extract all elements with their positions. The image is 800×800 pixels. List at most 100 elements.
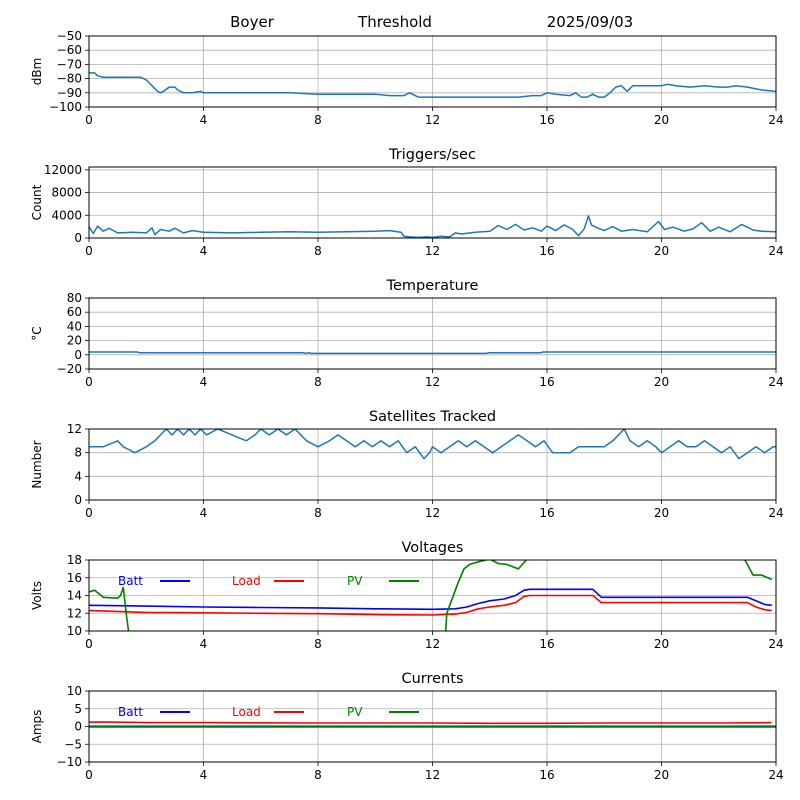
panel-title: Triggers/sec <box>388 147 476 163</box>
y-tick-label: 8 <box>74 446 82 460</box>
y-tick-label: −90 <box>57 86 82 100</box>
x-tick-label: 24 <box>768 375 783 389</box>
y-tick-label: −50 <box>57 29 82 43</box>
y-tick-label: 0 <box>74 348 82 362</box>
legend-label-load: Load <box>232 705 261 719</box>
y-axis-label: Amps <box>30 710 44 744</box>
y-axis-label: Number <box>30 440 44 488</box>
x-tick-label: 20 <box>654 768 669 782</box>
panel-title: Voltages <box>402 540 464 556</box>
y-tick-label: −10 <box>57 755 82 769</box>
x-tick-label: 24 <box>768 506 783 520</box>
x-tick-label: 20 <box>654 506 669 520</box>
x-tick-label: 16 <box>539 244 554 258</box>
x-tick-label: 20 <box>654 113 669 127</box>
panel-title: Temperature <box>386 278 479 294</box>
x-tick-label: 0 <box>85 768 93 782</box>
x-tick-label: 8 <box>314 113 322 127</box>
header: Boyer Threshold 2025/09/03 <box>230 13 633 31</box>
legend-label-pv: PV <box>347 574 363 588</box>
y-tick-label: 0 <box>74 493 82 507</box>
station-label: Boyer <box>230 13 275 31</box>
x-tick-label: 8 <box>314 375 322 389</box>
x-tick-label: 24 <box>768 244 783 258</box>
x-tick-label: 4 <box>200 113 208 127</box>
y-tick-label: 0 <box>74 231 82 245</box>
x-tick-label: 16 <box>539 768 554 782</box>
y-tick-label: 10 <box>67 684 82 698</box>
series-line-0 <box>89 351 776 355</box>
mode-label: Threshold <box>357 13 432 31</box>
legend-label-batt: Batt <box>118 705 143 719</box>
x-tick-label: 8 <box>314 637 322 651</box>
panel-5: Batt Load PV 0 4 8 12 16 20 24 −10 −5 0 5 10 Currents Am… <box>30 671 784 782</box>
series-line-pv <box>89 560 773 631</box>
x-tick-label: 16 <box>539 113 554 127</box>
y-axis-label: Count <box>30 184 44 220</box>
y-tick-label: −20 <box>57 362 82 376</box>
y-tick-label: −100 <box>49 100 82 114</box>
y-tick-label: 14 <box>67 589 82 603</box>
x-tick-label: 4 <box>200 375 208 389</box>
x-tick-label: 12 <box>425 375 440 389</box>
y-axis-label: Volts <box>30 581 44 610</box>
panel-title: Currents <box>401 671 463 687</box>
y-tick-label: 40 <box>67 319 82 333</box>
y-tick-label: 5 <box>74 702 82 716</box>
x-tick-label: 4 <box>200 768 208 782</box>
x-tick-label: 16 <box>539 506 554 520</box>
x-tick-label: 24 <box>768 113 783 127</box>
series-line-0 <box>89 72 776 98</box>
legend-label-load: Load <box>232 574 261 588</box>
y-tick-label: 16 <box>67 571 82 585</box>
x-tick-label: 24 <box>768 637 783 651</box>
x-tick-label: 4 <box>200 244 208 258</box>
y-tick-label: 80 <box>67 291 82 305</box>
y-axis-label: dBm <box>30 58 44 86</box>
panel-1: 0 4 8 12 16 20 24 0 4000 8000 12000 Triggers/sec Cou… <box>30 147 784 258</box>
series-line-0 <box>89 215 776 238</box>
y-tick-label: 12000 <box>44 163 82 177</box>
date-label: 2025/09/03 <box>547 13 633 31</box>
x-tick-label: 0 <box>85 244 93 258</box>
x-tick-label: 16 <box>539 637 554 651</box>
x-tick-label: 4 <box>200 506 208 520</box>
x-tick-label: 0 <box>85 637 93 651</box>
panel-title: Satellites Tracked <box>369 409 496 425</box>
x-tick-label: 20 <box>654 244 669 258</box>
y-axis-label: °C <box>30 326 44 340</box>
y-tick-label: 0 <box>74 720 82 734</box>
x-tick-label: 12 <box>425 244 440 258</box>
series-line-batt <box>89 588 772 611</box>
x-tick-label: 16 <box>539 375 554 389</box>
x-tick-label: 12 <box>425 768 440 782</box>
y-tick-label: 4 <box>74 469 82 483</box>
legend-label-batt: Batt <box>118 574 143 588</box>
x-tick-label: 8 <box>314 768 322 782</box>
y-tick-label: 60 <box>67 305 82 319</box>
y-tick-label: 18 <box>67 553 82 567</box>
x-tick-label: 0 <box>85 375 93 389</box>
x-tick-label: 20 <box>654 637 669 651</box>
y-tick-label: −60 <box>57 43 82 57</box>
x-tick-label: 12 <box>425 506 440 520</box>
series-line-0 <box>89 429 776 460</box>
y-tick-label: −80 <box>57 72 82 86</box>
y-tick-label: −5 <box>64 737 82 751</box>
series-line-load <box>89 594 772 616</box>
y-tick-label: 20 <box>67 334 82 348</box>
y-tick-label: −70 <box>57 57 82 71</box>
y-tick-label: 4000 <box>51 208 82 222</box>
y-tick-label: 12 <box>67 606 82 620</box>
panel-3: 0 4 8 12 16 20 24 0 4 8 12 Satellites Tracked Number <box>30 409 784 520</box>
panel-4: Batt Load PV 0 4 8 12 16 20 24 10 12 14 16 18 Voltages V… <box>30 540 784 651</box>
y-tick-label: 12 <box>67 422 82 436</box>
series-line-load <box>89 721 772 725</box>
legend-label-pv: PV <box>347 705 363 719</box>
x-tick-label: 20 <box>654 375 669 389</box>
x-tick-label: 0 <box>85 113 93 127</box>
x-tick-label: 8 <box>314 244 322 258</box>
x-tick-label: 8 <box>314 506 322 520</box>
